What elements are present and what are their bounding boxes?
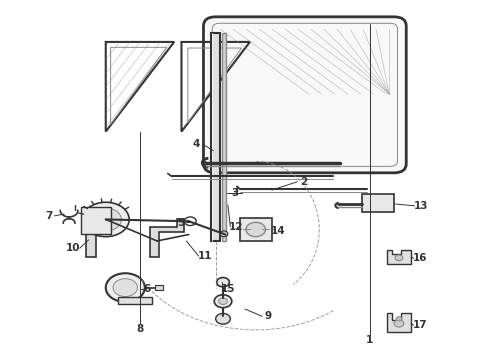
Circle shape <box>82 202 129 237</box>
Circle shape <box>214 295 232 308</box>
Text: 14: 14 <box>271 226 286 236</box>
Text: 6: 6 <box>144 284 151 294</box>
Bar <box>221 33 226 241</box>
Text: 16: 16 <box>413 253 427 263</box>
Text: 11: 11 <box>197 251 212 261</box>
Bar <box>362 194 394 212</box>
Bar <box>211 33 220 241</box>
Text: 3: 3 <box>232 188 239 198</box>
Text: 7: 7 <box>45 211 52 221</box>
Circle shape <box>90 208 122 231</box>
Polygon shape <box>387 313 411 332</box>
Text: 15: 15 <box>220 284 235 294</box>
Bar <box>155 285 163 291</box>
Circle shape <box>113 279 138 297</box>
Bar <box>118 297 152 304</box>
Polygon shape <box>387 250 411 264</box>
Circle shape <box>394 320 404 327</box>
Circle shape <box>246 222 266 237</box>
Circle shape <box>396 317 402 321</box>
Circle shape <box>216 314 230 324</box>
Text: 9: 9 <box>265 311 272 321</box>
Text: 13: 13 <box>414 201 428 211</box>
Circle shape <box>395 255 403 261</box>
Circle shape <box>106 273 145 302</box>
Circle shape <box>219 298 227 305</box>
Bar <box>81 207 111 234</box>
Polygon shape <box>86 220 121 257</box>
Circle shape <box>220 231 228 237</box>
Text: 4: 4 <box>193 139 200 149</box>
Bar <box>240 218 272 241</box>
Text: 2: 2 <box>300 177 307 187</box>
FancyBboxPatch shape <box>203 17 406 173</box>
Text: 12: 12 <box>229 222 244 231</box>
Text: 1: 1 <box>366 334 373 345</box>
Circle shape <box>217 278 229 287</box>
Text: 5: 5 <box>177 218 184 228</box>
Text: 10: 10 <box>66 243 80 253</box>
Text: 17: 17 <box>413 320 427 330</box>
Circle shape <box>184 217 196 226</box>
Text: 8: 8 <box>136 324 144 334</box>
Polygon shape <box>150 220 184 257</box>
